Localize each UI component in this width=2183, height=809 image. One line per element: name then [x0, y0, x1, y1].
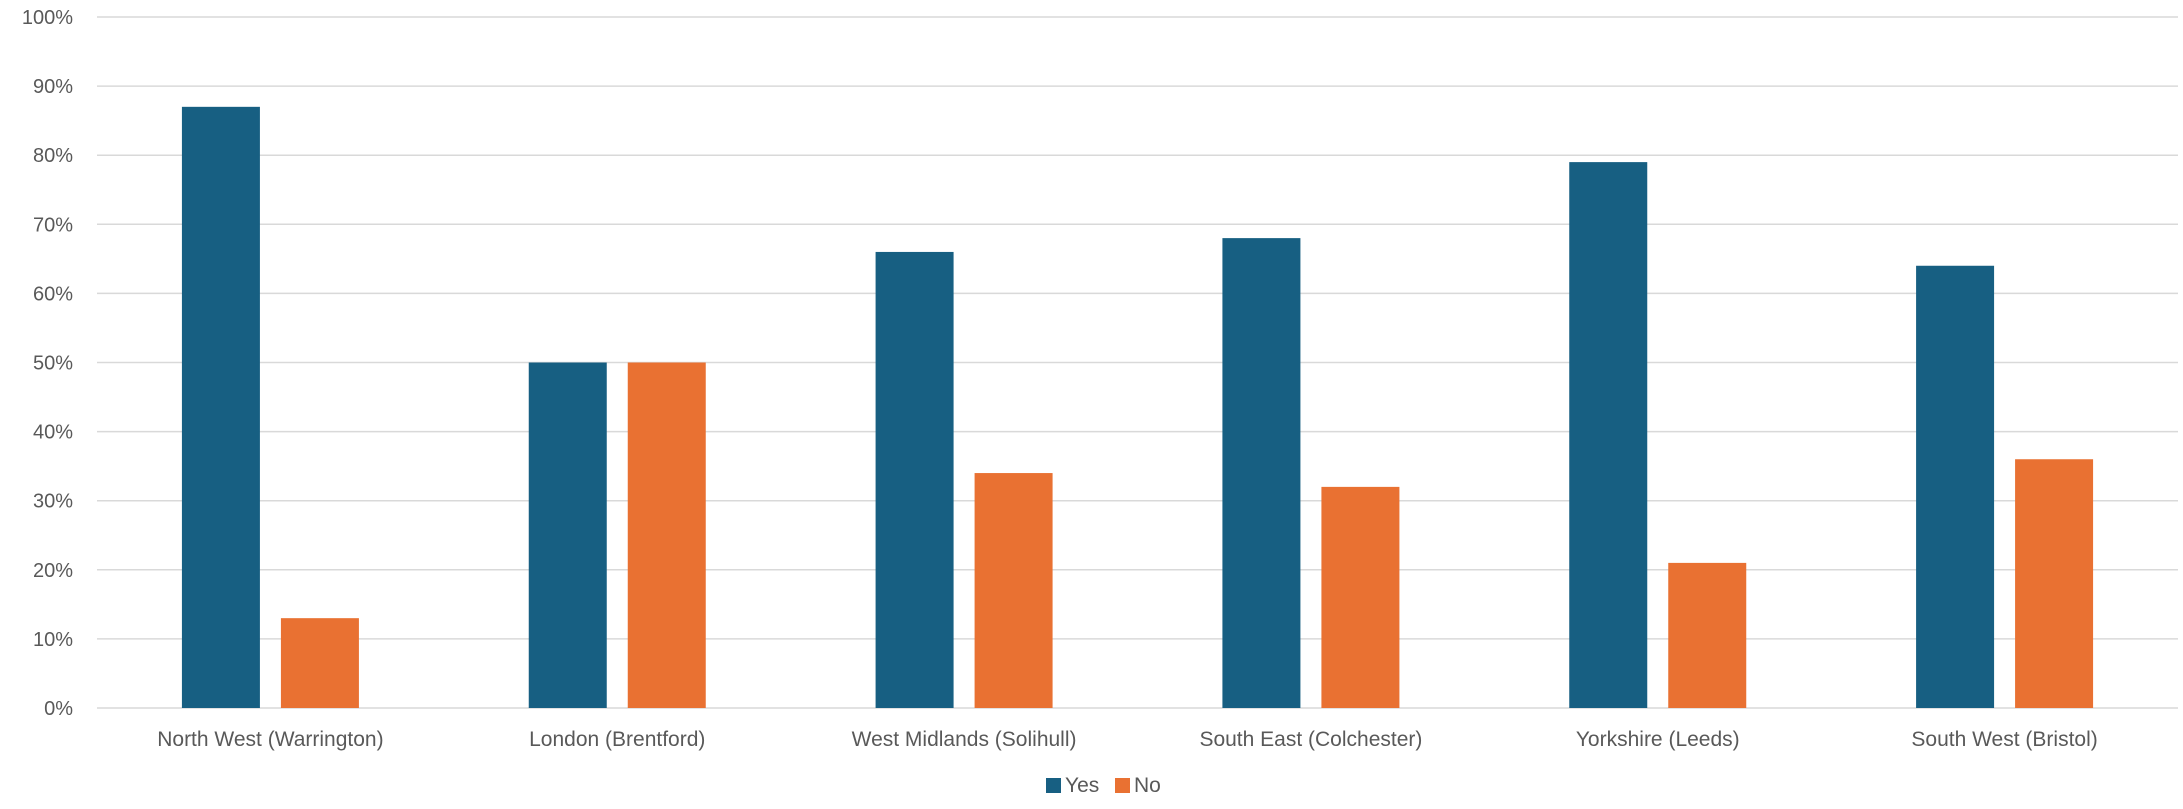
- y-tick-label: 20%: [33, 560, 73, 582]
- bar-yes-5: [1916, 265, 1995, 708]
- legend-swatch-no: [1115, 778, 1130, 793]
- bar-no-2: [974, 473, 1053, 708]
- x-category-label: West Midlands (Solihull): [852, 728, 1077, 751]
- y-tick-label: 100%: [22, 7, 73, 29]
- legend: Yes No: [1046, 774, 1161, 797]
- bars: [181, 106, 2094, 709]
- x-category-label: Yorkshire (Leeds): [1576, 728, 1740, 751]
- y-tick-label: 90%: [33, 76, 73, 98]
- y-tick-label: 10%: [33, 629, 73, 651]
- legend-label-no: No: [1134, 774, 1161, 797]
- x-axis-category-labels: North West (Warrington) London (Brentford…: [157, 728, 2098, 751]
- legend-swatch-yes: [1046, 778, 1061, 793]
- y-tick-label: 50%: [33, 353, 73, 375]
- y-tick-label: 30%: [33, 491, 73, 513]
- x-category-label: South East (Colchester): [1199, 728, 1422, 751]
- legend-label-yes: Yes: [1065, 774, 1099, 797]
- bar-no-4: [1668, 562, 1747, 708]
- gridlines: [97, 16, 2178, 709]
- bar-yes-3: [1222, 238, 1301, 708]
- y-tick-label: 70%: [33, 214, 73, 236]
- y-tick-label: 40%: [33, 422, 73, 444]
- bar-no-5: [2015, 459, 2094, 708]
- y-tick-label: 0%: [44, 698, 73, 720]
- y-tick-label: 60%: [33, 283, 73, 305]
- bar-yes-0: [181, 106, 260, 708]
- bar-no-1: [627, 362, 706, 708]
- bar-yes-4: [1569, 162, 1648, 709]
- y-tick-label: 80%: [33, 145, 73, 167]
- x-category-label: North West (Warrington): [157, 728, 383, 751]
- bar-yes-2: [875, 251, 954, 708]
- x-category-label: London (Brentford): [529, 728, 705, 751]
- bar-no-0: [280, 618, 359, 708]
- bar-yes-1: [528, 362, 607, 708]
- bar-no-3: [1321, 486, 1400, 708]
- x-category-label: South West (Bristol): [1911, 728, 2097, 751]
- y-axis-tick-labels: 0% 10% 20% 30% 40% 50% 60% 70% 80% 90% 100%: [22, 7, 73, 720]
